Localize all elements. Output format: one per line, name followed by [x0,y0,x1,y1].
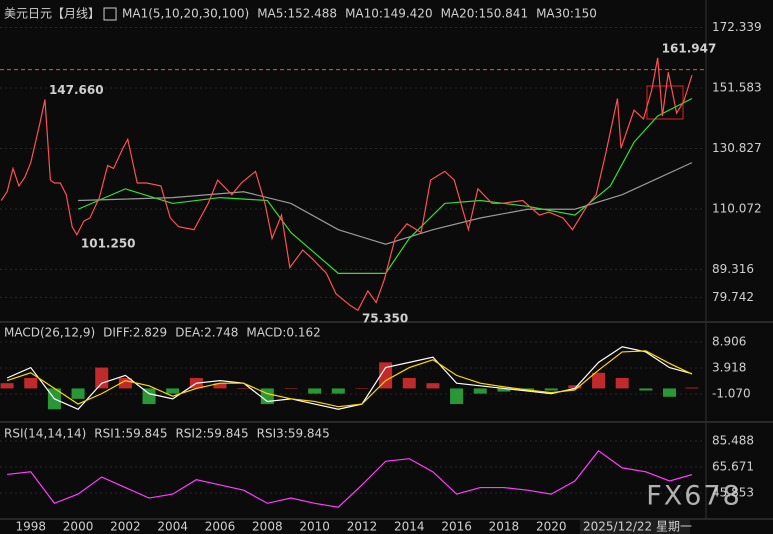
macd-bar [685,387,699,389]
macd-bar [142,388,156,405]
x-tick-label: 2002 [110,520,141,534]
x-tick-label: 2006 [205,520,236,534]
macd-bar [71,388,85,399]
macd-bar [544,388,558,391]
macd-bar [355,388,369,389]
price-annotation: 101.250 [81,236,136,250]
price-annotation: 161.947 [662,41,717,55]
series-line [7,449,693,508]
x-tick-label: 2020 [536,520,567,534]
x-tick-label: 2010 [299,520,330,534]
macd-bar [331,388,345,394]
header-item: DIFF:2.829 [103,326,167,340]
macd-bar [568,385,582,389]
macd-bar [95,367,109,389]
series-line [0,57,693,312]
macd-bar [0,383,14,389]
chart-title: 美元日元 [4,7,52,21]
x-tick-label: 2008 [252,520,283,534]
x-tick-label: 2000 [63,520,94,534]
macd-bar [497,388,511,392]
macd-bar [237,388,251,389]
y-tick-label: 45.853 [712,485,754,499]
header-item: MA1(5,10,20,30,100) [122,7,249,21]
y-tick-label: -1.070 [712,386,751,400]
settings-icon [103,7,117,21]
x-tick-label: 2016 [441,520,472,534]
macd-bar [308,388,322,394]
watermark: FX678 [646,481,742,512]
macd-bar [473,388,487,394]
header-item: RSI2:59.845 [175,427,248,441]
macd-bar [450,388,464,405]
date-label-bg [580,520,690,534]
header-item: MA5:152.488 [257,7,337,21]
header-item: MA10:149.420 [345,7,433,21]
x-tick-label: 1998 [15,520,46,534]
macd-bar [284,388,298,389]
series-line [6,350,693,408]
macd-bar [118,377,132,389]
macd-bar [426,383,440,389]
header-item: MACD(26,12,9) [4,326,95,340]
y-tick-label: 65.671 [712,459,754,473]
y-tick-label: 79.742 [712,290,754,304]
price-annotation: 75.350 [362,312,408,326]
y-tick-label: 130.827 [712,141,762,155]
macd-bar [379,362,393,389]
header-item: RSI1:59.845 [94,427,167,441]
date-label: 2025/12/22 星期一 [583,520,692,534]
x-tick-label: 2012 [347,520,378,534]
macd-bar [213,383,227,389]
x-tick-label: 2004 [157,520,188,534]
macd-bar [24,377,38,389]
chart-subtitle: 【月线】 [52,7,100,21]
series-line [77,97,693,274]
macd-bar [639,388,653,391]
y-tick-label: 172.339 [712,20,762,34]
macd-bar [166,388,180,394]
series-line [6,346,693,410]
macd-bar [592,372,606,389]
header-item: MA20:150.841 [441,7,529,21]
macd-bar [663,388,677,397]
y-tick-label: 151.583 [712,81,762,95]
header-item: DEA:2.748 [175,326,238,340]
header-item: MA30:150 [536,7,597,21]
macd-bar [402,377,416,389]
series-line [78,162,693,245]
x-tick-label: 2018 [489,520,520,534]
x-tick-label: 2014 [394,520,425,534]
price-annotation: 147.660 [49,83,104,97]
highlight-box [646,85,684,120]
header-item: RSI3:59.845 [257,427,330,441]
y-tick-label: 8.906 [712,335,746,349]
y-tick-label: 85.488 [712,433,754,447]
y-tick-label: 89.316 [712,262,754,276]
y-tick-label: 110.072 [712,202,762,216]
macd-bar [615,377,629,389]
header-item: MACD:0.162 [246,326,320,340]
y-tick-label: 3.918 [712,361,746,375]
header-item: RSI(14,14,14) [4,427,86,441]
